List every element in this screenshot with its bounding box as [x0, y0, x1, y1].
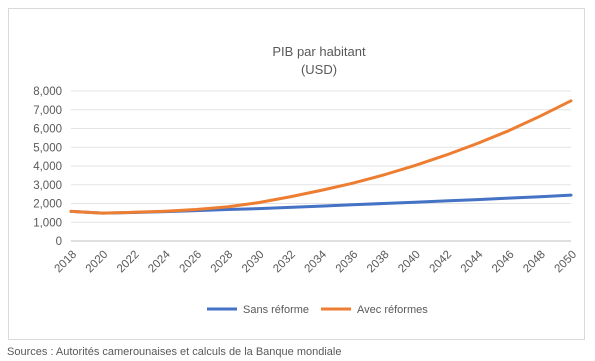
chart-plot: PIB par habitant (USD) 0 1,000 2,000 3,000 4…: [33, 44, 580, 316]
x-tick-label: 2034: [303, 248, 330, 275]
legend-label: Sans réforme: [243, 304, 309, 316]
y-tick-label: 2,000: [33, 199, 62, 211]
x-axis-ticks: 2018 2020 2022 2024 2026 2028 2030 2032 2034 2036…: [53, 248, 580, 275]
series-line-2: [69, 99, 573, 215]
x-tick-label: 2048: [521, 249, 548, 276]
y-tick-label: 0: [56, 236, 62, 248]
x-tick-label: 2040: [396, 249, 423, 276]
y-tick-label: 1,000: [33, 217, 62, 229]
y-tick-label: 8,000: [33, 86, 62, 98]
x-tick-label: 2044: [459, 248, 486, 275]
legend: Sans réforme Avec réformes: [207, 304, 428, 316]
chart-title: PIB par habitant: [272, 44, 366, 59]
x-tick-label: 2050: [553, 249, 580, 276]
y-axis-ticks: 0 1,000 2,000 3,000 4,000 5,000 6,000 7,000 8,00…: [33, 86, 62, 248]
x-tick-label: 2026: [178, 249, 205, 276]
series-lines: [69, 99, 573, 215]
x-tick-label: 2036: [334, 249, 361, 276]
x-tick-label: 2030: [240, 249, 267, 276]
x-tick-label: 2018: [53, 249, 80, 276]
y-tick-label: 3,000: [33, 180, 62, 192]
x-tick-label: 2046: [490, 249, 517, 276]
y-tick-label: 5,000: [33, 142, 62, 154]
x-tick-label: 2042: [428, 249, 455, 276]
x-tick-label: 2038: [365, 249, 392, 276]
x-tick-label: 2022: [115, 249, 142, 276]
y-tick-label: 6,000: [33, 124, 62, 136]
source-note: Sources : Autorités camerounaises et cal…: [7, 346, 342, 358]
x-tick-label: 2020: [84, 249, 111, 276]
gridlines: [71, 90, 571, 242]
x-tick-label: 2028: [209, 249, 236, 276]
chart-frame: PIB par habitant (USD) 0 1,000 2,000 3,000 4…: [8, 8, 585, 340]
x-tick-label: 2032: [271, 249, 298, 276]
chart-subtitle: (USD): [301, 62, 337, 77]
y-tick-label: 7,000: [33, 105, 62, 117]
legend-label: Avec réformes: [357, 304, 428, 316]
x-tick-label: 2024: [146, 248, 173, 275]
y-tick-label: 4,000: [33, 161, 62, 173]
